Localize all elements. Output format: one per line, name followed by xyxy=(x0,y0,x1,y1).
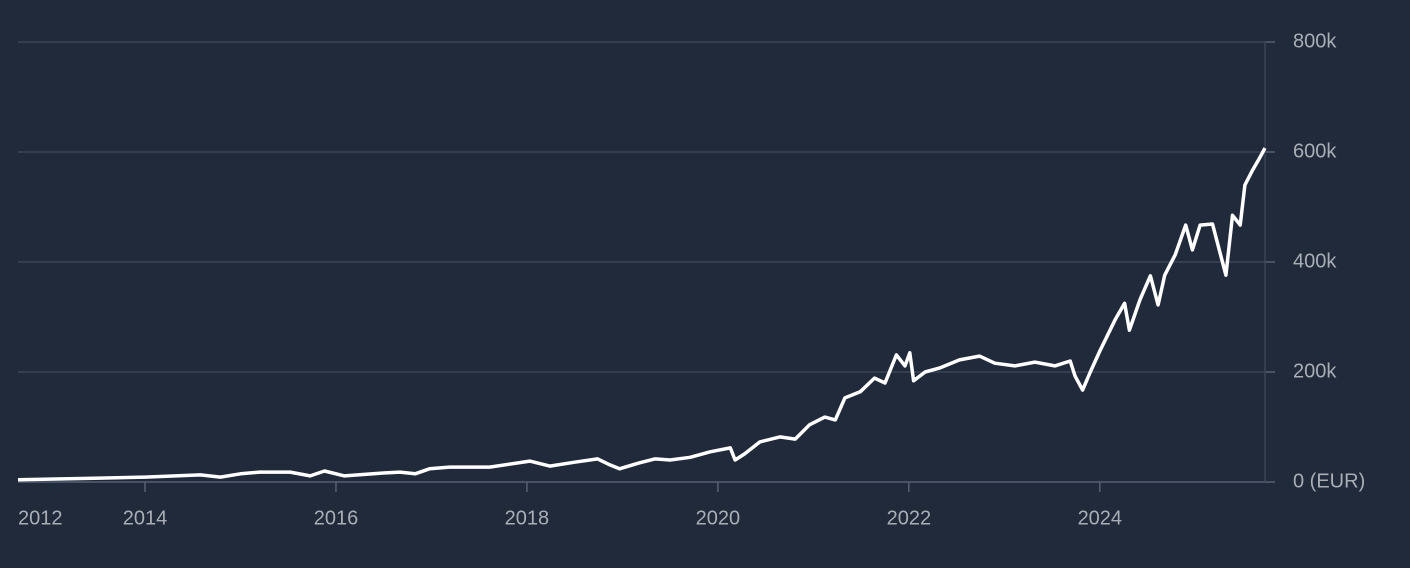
y-tick-label: 200k xyxy=(1293,360,1337,382)
y-tick-label: 0 (EUR) xyxy=(1293,470,1365,492)
x-tick-label: 2024 xyxy=(1078,507,1123,529)
x-tick-label: 2018 xyxy=(505,507,550,529)
x-tick-label: 2022 xyxy=(887,507,932,529)
x-tick-label: 2020 xyxy=(696,507,741,529)
line xyxy=(17,147,1267,482)
y-tick-label: 800k xyxy=(1293,30,1337,52)
x-tick-label: 2014 xyxy=(123,507,168,529)
y-tick-label: 600k xyxy=(1293,140,1337,162)
x-tick-label: 2012 xyxy=(18,507,63,529)
y-tick-label: 400k xyxy=(1293,250,1337,272)
x-tick-label: 2016 xyxy=(314,507,359,529)
